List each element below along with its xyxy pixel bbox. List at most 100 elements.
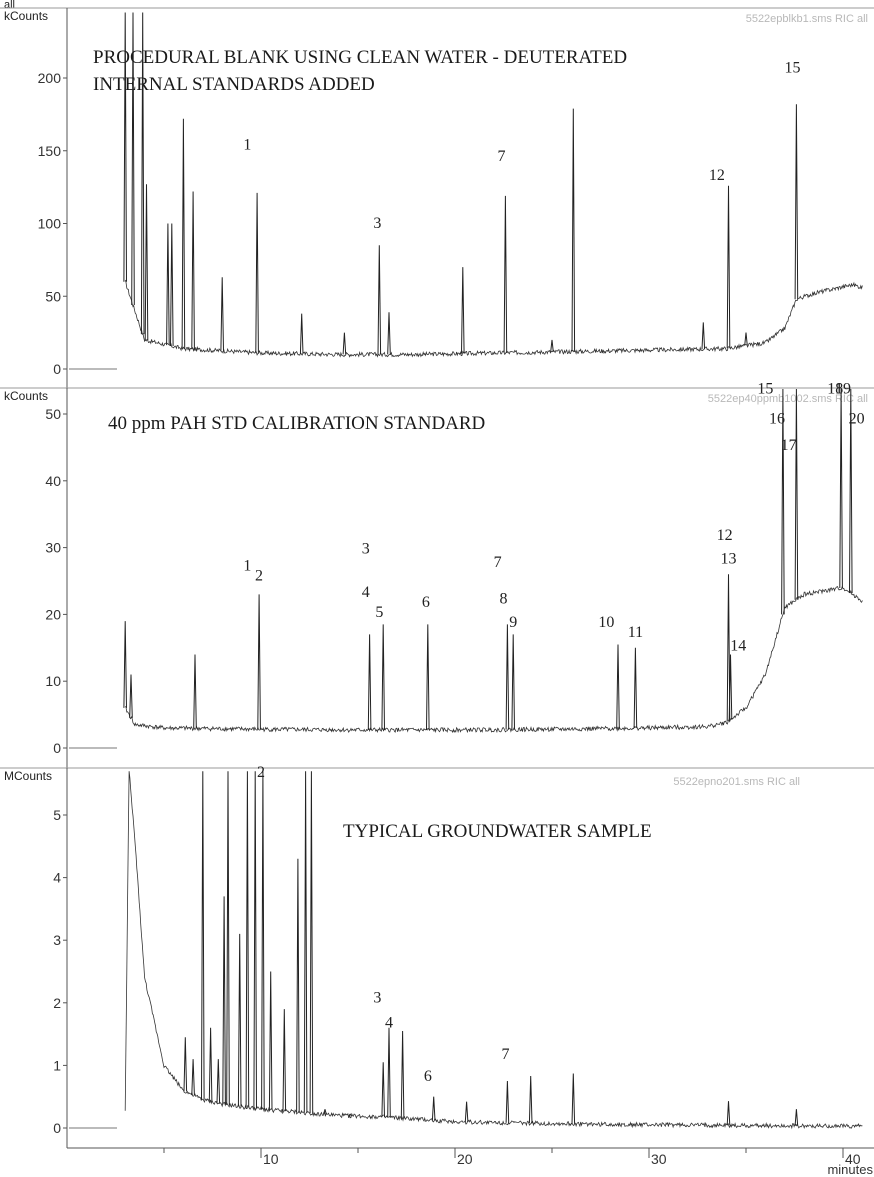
panel-blank: kCounts 0 50 100 150 200 5522epblkb1.sms RIC a… (0, 7, 874, 388)
peak (571, 108, 576, 352)
peak (166, 223, 170, 346)
y-tick-label: 3 (53, 932, 61, 948)
peak (342, 332, 347, 355)
peak (193, 654, 197, 729)
y-axis-unit-label: MCounts (4, 769, 52, 783)
y-tick-label: 0 (53, 740, 61, 756)
x-axis-label: minutes (827, 1162, 873, 1177)
peak-label: 15 (757, 380, 773, 397)
peak-label: 3 (373, 990, 381, 1007)
peak (309, 771, 314, 1114)
peak (426, 624, 430, 731)
peak (571, 1073, 576, 1124)
x-tick-label: 20 (457, 1151, 473, 1167)
peak (461, 267, 465, 354)
peak (245, 771, 250, 1108)
y-tick-label: 100 (38, 216, 62, 232)
peak (726, 1101, 731, 1126)
peak-label: 13 (721, 551, 737, 568)
peak (387, 312, 391, 355)
peak (550, 339, 554, 352)
peak (794, 104, 799, 300)
peak (431, 1096, 436, 1121)
peak (528, 1075, 533, 1124)
peak (170, 223, 174, 347)
peak (381, 1062, 385, 1118)
peak-label: 4 (362, 584, 370, 601)
peak-label: 6 (422, 594, 430, 611)
peak (257, 594, 261, 730)
file-label: 5522ep40ppmb1002.sms RIC all (708, 393, 868, 405)
peak (123, 621, 127, 708)
peak-label: 17 (781, 437, 797, 454)
y-tick-label: 50 (45, 288, 61, 304)
peak (511, 634, 515, 730)
peak (191, 1059, 195, 1096)
peak (282, 1009, 287, 1112)
peak (140, 12, 145, 335)
peak (616, 644, 620, 729)
chromatogram-trace (124, 279, 863, 358)
panel-title: PROCEDURAL BLANK USING CLEAN WATER - DEU… (93, 47, 627, 68)
y-axis-unit-label: kCounts (4, 9, 48, 23)
peak (216, 1059, 221, 1104)
peak-label: 1 (243, 557, 251, 574)
peak (237, 933, 242, 1107)
peak-label: 15 (785, 59, 801, 76)
peak (226, 771, 230, 1106)
file-label: 5522epblkb1.sms RIC all (746, 13, 868, 25)
peak (144, 184, 149, 341)
peak (744, 332, 748, 346)
peak-label: 2 (257, 764, 265, 781)
peak (367, 634, 372, 731)
peak (268, 971, 273, 1111)
peak-label: 11 (628, 624, 643, 641)
panel-title: INTERNAL STANDARDS ADDED (93, 74, 375, 95)
peak (400, 1030, 405, 1119)
corner-label: all (4, 0, 15, 11)
peak-label: 12 (717, 527, 733, 544)
peak (183, 1037, 188, 1092)
peak-label: 12 (709, 167, 725, 184)
y-tick-label: 2 (53, 995, 61, 1011)
panel-standard: kCounts 0 10 20 30 40 50 5522ep40ppmb1002.sms R… (0, 380, 874, 768)
peak (849, 388, 853, 594)
peak (201, 771, 205, 1100)
peak (794, 1109, 799, 1126)
peak (505, 1080, 510, 1123)
y-tick-label: 4 (53, 870, 61, 886)
peak-label: 7 (498, 148, 506, 165)
peak-label: 16 (769, 410, 785, 427)
y-tick-label: 1 (53, 1057, 61, 1073)
peak-label: 6 (424, 1068, 432, 1085)
chromatogram-trace (124, 585, 863, 734)
peak-label: 7 (501, 1046, 509, 1063)
peak (303, 771, 308, 1113)
peak-label: 4 (385, 1015, 393, 1032)
peak (794, 388, 799, 600)
peak (633, 647, 638, 729)
peak (348, 1113, 352, 1117)
file-label: 5522epno201.sms RIC all (673, 776, 800, 788)
peak (726, 574, 731, 722)
y-tick-label: 10 (45, 673, 61, 689)
peak (191, 191, 195, 350)
y-tick-label: 30 (45, 540, 61, 556)
peak (131, 12, 135, 306)
x-tick-label: 10 (263, 1151, 279, 1167)
x-tick-label: 30 (651, 1151, 667, 1167)
peak-label: 20 (849, 410, 865, 427)
peak (505, 624, 510, 730)
peak (387, 1027, 391, 1118)
peak (377, 245, 382, 355)
peak-label: 8 (500, 591, 508, 608)
peak (464, 1101, 469, 1123)
peak (261, 771, 265, 1110)
y-axis-unit-label: kCounts (4, 389, 48, 403)
peak (255, 192, 259, 353)
peak-label: 9 (509, 614, 517, 631)
panel-title: 40 ppm PAH STD CALIBRATION STANDARD (108, 413, 485, 434)
